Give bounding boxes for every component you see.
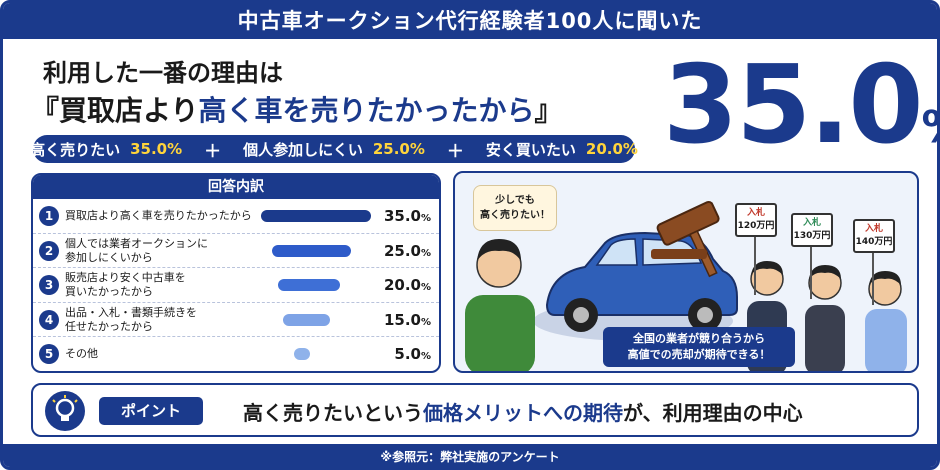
bid-sign: 入札 140万円 [853, 219, 895, 253]
category-label: 買取店より高く車を売りたかったから [65, 209, 255, 223]
gavel-block [651, 249, 707, 259]
big-percentage: 35.0% [663, 43, 937, 168]
point-text-highlight: 価格メリットへの期待 [423, 401, 623, 425]
data-label: 35.0% [384, 207, 431, 225]
point-text: 高く売りたいという価格メリットへの期待が、利用理由の中心 [243, 397, 803, 426]
category-label-line: 個人では業者オークションに [65, 236, 208, 250]
reason-1-value: 35.0% [130, 140, 183, 158]
table-row: 5 その他 5.0% [33, 337, 439, 371]
breakdown-chart: 回答内訳 1 買取店より高く車を売りたかったから 35.0% 2 個人では業者オークショ… [31, 173, 441, 373]
reason-3-value: 20.0% [585, 140, 638, 158]
data-label-value: 20.0 [383, 276, 421, 295]
bid-sign-title: 入札 [802, 218, 821, 228]
bid-sign-title: 入札 [746, 208, 765, 218]
reason-summary-bar: 高く売りたい 35.0% ＋ 個人参加しにくい 25.0% ＋ 安く買いたい 2… [30, 135, 638, 163]
category-label-line: 出品・入札・書類手続きを [65, 305, 197, 319]
bid-sign-amount: 130万円 [793, 231, 831, 241]
category-label-line: 任せたかったから [65, 319, 153, 333]
table-row: 3 販売店より安く中古車を 買いたかったから 20.0% [33, 268, 439, 303]
headline-part-dark: 買取店より [59, 94, 199, 127]
reason-1-label: 高く売りたい [30, 140, 121, 159]
data-label-value: 15.0 [383, 310, 421, 329]
data-label-unit: % [420, 247, 431, 259]
bidder-person-icon [805, 245, 845, 371]
category-label: 個人では業者オークションに 参加しにくいから [65, 237, 255, 265]
rank-badge: 1 [39, 206, 59, 227]
category-label-line: その他 [65, 347, 98, 361]
lightbulb-icon [45, 391, 85, 431]
breakdown-title: 回答内訳 [33, 175, 439, 199]
category-label-line: 買取店より高く車を売りたかったから [65, 209, 252, 223]
seller-speech-bubble: 少しでも 高く売りたい！ [473, 185, 557, 231]
headline-intro: 利用した一番の理由は [43, 59, 283, 87]
category-label: 販売店より安く中古車を 買いたかったから [65, 271, 255, 299]
reason-2-value: 25.0% [372, 140, 425, 158]
data-label-value: 5.0 [394, 345, 421, 364]
point-box: ポイント 高く売りたいという価格メリットへの期待が、利用理由の中心 [31, 383, 919, 437]
headline-main: 『買取店より高く車を売りたかったから』 [31, 89, 563, 129]
bid-sign-amount: 140万円 [855, 237, 893, 247]
category-label-line: 販売店より安く中古車を [65, 271, 186, 285]
reason-3-label: 安く買いたい [485, 140, 576, 159]
rank-badge: 2 [39, 240, 59, 261]
data-label-unit: % [420, 351, 431, 363]
table-row: 4 出品・入札・書類手続きを 任せたかったから 15.0% [33, 303, 439, 337]
rank-badge: 5 [39, 344, 59, 365]
data-label-value: 25.0 [383, 241, 421, 260]
data-label-unit: % [420, 213, 431, 225]
bar [272, 244, 351, 257]
data-label-unit: % [420, 282, 431, 294]
table-row: 2 個人では業者オークションに 参加しにくいから 25.0% [33, 234, 439, 268]
caption-line: 高値での売却が期待できる！ [627, 348, 771, 361]
breakdown-rows: 1 買取店より高く車を売りたかったから 35.0% 2 個人では業者オークションに 参加し… [33, 199, 439, 371]
plus-icon: ＋ [204, 141, 222, 162]
bar [261, 210, 371, 223]
reason-2-label: 個人参加しにくい [243, 140, 363, 159]
bid-sign: 入札 130万円 [791, 213, 833, 247]
table-row: 1 買取店より高く車を売りたかったから 35.0% [33, 199, 439, 234]
data-label-unit: % [420, 316, 431, 328]
speech-line: 高く売りたい！ [480, 210, 550, 221]
open-quote: 『 [31, 94, 60, 127]
bid-sign-amount: 120万円 [737, 221, 775, 231]
big-percentage-value: 35.0 [663, 43, 923, 168]
rank-badge: 3 [39, 275, 59, 296]
bar [294, 348, 310, 361]
speech-line: 少しでも [495, 195, 535, 206]
data-label: 25.0% [384, 242, 431, 260]
rank-badge: 4 [39, 309, 59, 330]
data-label: 15.0% [384, 311, 431, 329]
seller-person-icon [465, 239, 535, 371]
data-label-value: 35.0 [383, 207, 421, 226]
close-quote: 』 [534, 94, 563, 127]
bidder-person-icon [865, 251, 907, 371]
category-label: 出品・入札・書類手続きを 任せたかったから [65, 306, 255, 334]
category-label-line: 参加しにくいから [65, 250, 153, 264]
auction-illustration: 少しでも 高く売りたい！ 入札 120万円 入札 130万円 入札 140万円 … [453, 171, 919, 373]
category-label: その他 [65, 347, 255, 361]
bar [283, 313, 331, 326]
data-label: 5.0% [394, 345, 431, 363]
data-label: 20.0% [384, 276, 431, 294]
bar [277, 279, 341, 292]
caption-line: 全国の業者が競り合うから [633, 332, 765, 345]
bid-sign-title: 入札 [864, 224, 883, 234]
plus-icon: ＋ [446, 141, 464, 162]
point-text-post: が、利用理由の中心 [623, 401, 803, 425]
point-text-pre: 高く売りたいという [243, 401, 423, 425]
category-label-line: 買いたかったから [65, 285, 153, 299]
source-footer: ※参照元：弊社実施のアンケート [3, 444, 937, 467]
big-percentage-unit: % [921, 102, 937, 153]
illustration-caption: 全国の業者が競り合うから 高値での売却が期待できる！ [603, 327, 795, 367]
survey-banner: 中古車オークション代行経験者100人に聞いた [3, 3, 937, 39]
bid-sign: 入札 120万円 [735, 203, 777, 237]
point-tag: ポイント [99, 397, 203, 425]
headline-part-highlight: 高く車を売りたかったから [198, 94, 535, 127]
